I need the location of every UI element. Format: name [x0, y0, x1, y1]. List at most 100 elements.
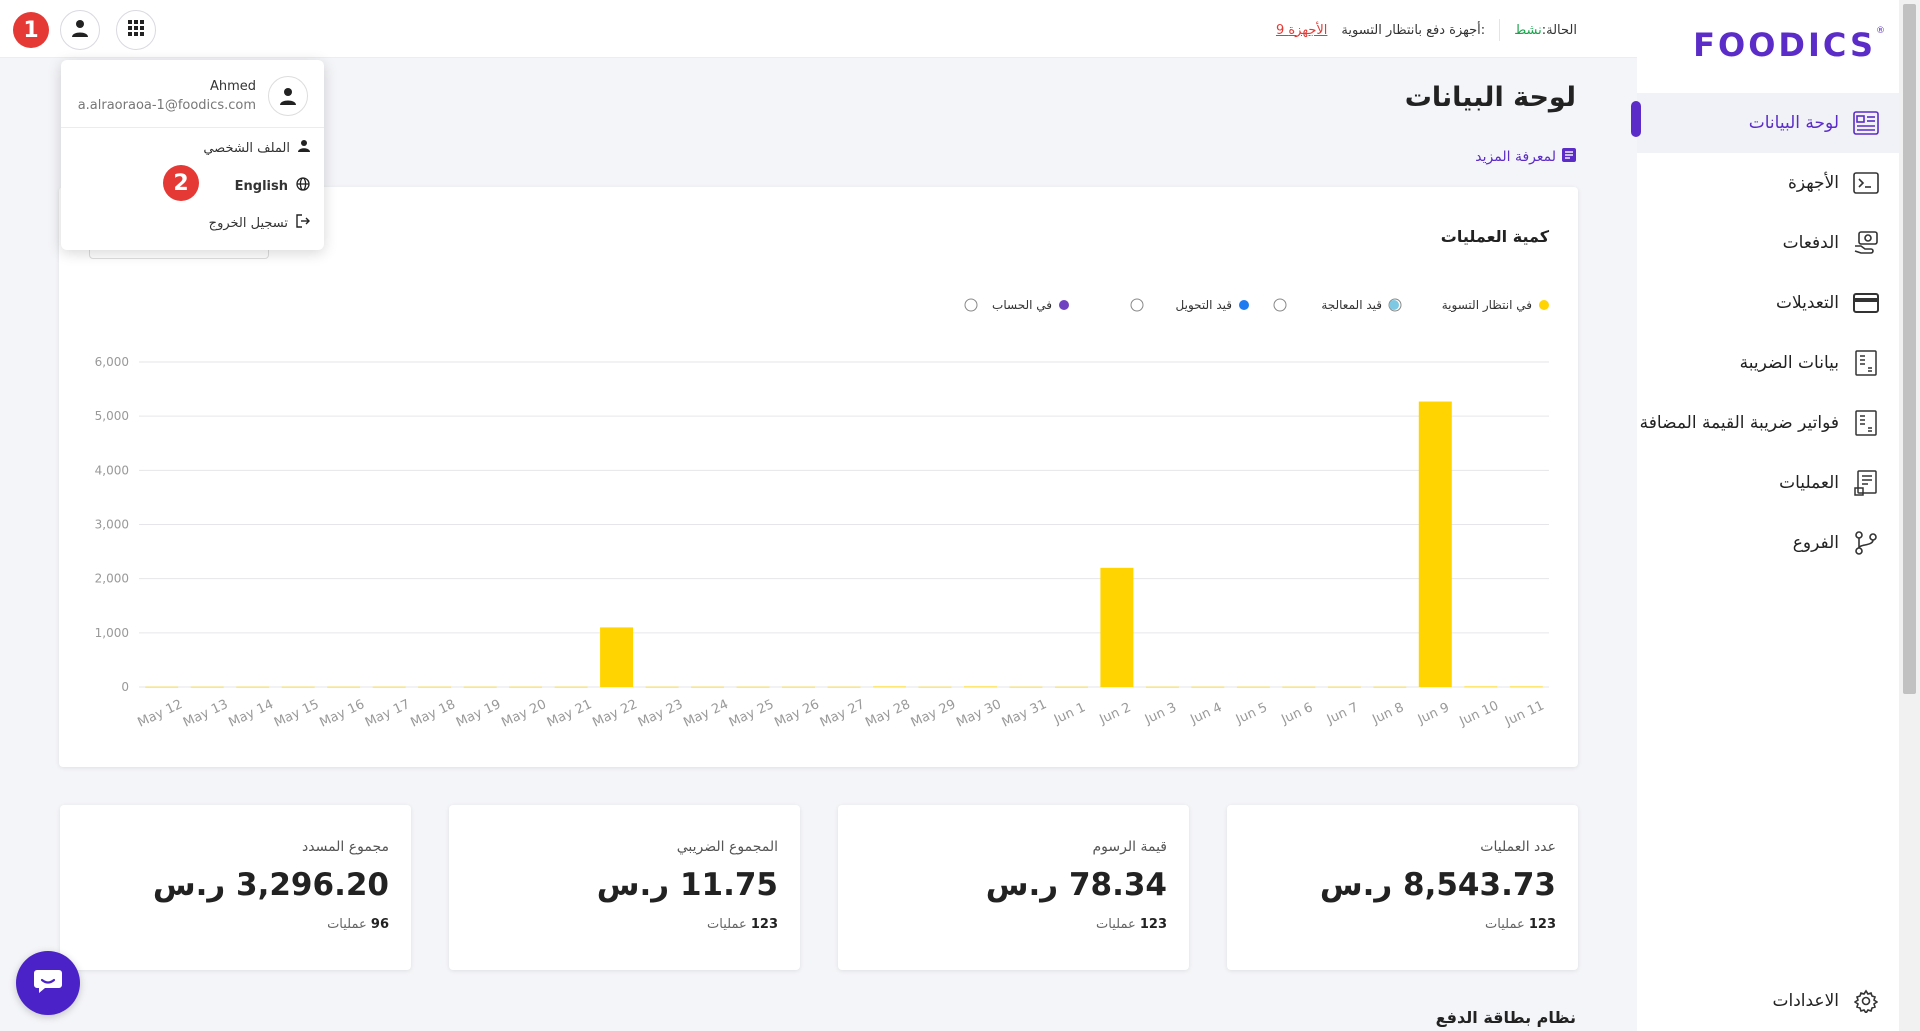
dropdown-user-info: Ahmed a.alraoraoa-1@foodics.com — [78, 76, 308, 116]
legend-label: قيد المعالجة — [1321, 298, 1382, 312]
y-tick-label: 1,000 — [95, 626, 129, 640]
sidebar-item-label: الدفعات — [1782, 233, 1839, 253]
stat-count-number: 123 — [1139, 917, 1167, 932]
chart-bar — [372, 686, 406, 688]
chart-bar — [963, 686, 997, 688]
foodics-logo[interactable]: FOODICS® — [1693, 26, 1885, 64]
chart-bar — [145, 686, 179, 688]
chart-bar — [1282, 686, 1316, 688]
chart-bar — [554, 686, 588, 688]
menu-item-label: تسجيل الخروج — [208, 215, 288, 231]
divider — [61, 127, 324, 128]
x-tick-label: Jun 1 — [1051, 700, 1088, 728]
chat-support-button[interactable] — [16, 951, 80, 1015]
sidebar-item-dashboard[interactable]: لوحة البيانات — [1631, 93, 1899, 153]
chart-bar — [327, 686, 361, 688]
pending-devices-link[interactable]: 9 الأجهزة — [1275, 22, 1328, 38]
info-icon — [964, 298, 978, 312]
terminal-icon — [1853, 170, 1879, 196]
topbar: الحالة:نشط أجهزة دفع بانتظار التسوية: 9 … — [0, 0, 1637, 58]
x-tick-label: May 28 — [863, 697, 912, 731]
status-area: الحالة:نشط أجهزة دفع بانتظار التسوية: 9 … — [1276, 19, 1577, 41]
chart-bar — [918, 686, 952, 688]
section-title: نظام بطاقة الدفع — [1435, 1008, 1576, 1027]
sidebar-settings: الاعدادات — [1637, 971, 1899, 1031]
sidebar-item-transactions[interactable]: العمليات — [1637, 453, 1899, 513]
sidebar-item-vat-invoices[interactable]: فواتير ضريبة القيمة المضافة — [1637, 393, 1899, 453]
operations-chart-card: كمية العمليات 0 1,000 2,000 3,000 4,000 5,000… — [59, 187, 1578, 767]
sidebar-item-label: بيانات الضريبة — [1739, 353, 1839, 373]
stat-count: 123 عمليات — [1485, 917, 1556, 932]
person-icon — [298, 140, 310, 156]
chart-bar — [418, 686, 452, 688]
chart-bar — [1464, 686, 1498, 688]
sidebar-item-settings[interactable]: الاعدادات — [1637, 971, 1899, 1031]
avatar — [268, 76, 308, 116]
branches-icon — [1853, 530, 1879, 556]
sidebar-item-adjustments[interactable]: التعديلات — [1637, 273, 1899, 333]
learn-more-link[interactable]: لمعرفة المزيد — [1475, 148, 1576, 166]
x-tick-label: Jun 11 — [1502, 698, 1546, 729]
step-badge-2: 2 — [163, 165, 199, 201]
sidebar-item-label: لوحة البيانات — [1748, 113, 1839, 133]
chart-bar — [1054, 686, 1088, 688]
chart-bar — [463, 686, 497, 688]
chart-bar — [1100, 567, 1134, 687]
chart-bar — [1145, 686, 1179, 688]
x-tick-label: May 18 — [408, 697, 457, 731]
y-tick-label: 2,000 — [95, 572, 129, 586]
user-menu-button[interactable] — [60, 10, 100, 50]
scrollbar-thumb[interactable] — [1903, 4, 1916, 694]
chart-bar — [1327, 686, 1361, 688]
chart-bar — [1009, 686, 1043, 688]
user-icon — [280, 88, 296, 105]
card-icon — [1853, 290, 1879, 316]
x-tick-label: May 23 — [636, 697, 685, 731]
sidebar-item-payments[interactable]: الدفعات — [1637, 213, 1899, 273]
stat-count: 123 عمليات — [1096, 917, 1167, 932]
sidebar-item-branches[interactable]: الفروع — [1637, 513, 1899, 573]
menu-item-profile[interactable]: الملف الشخصي — [203, 140, 310, 156]
x-tick-label: May 20 — [499, 697, 548, 731]
divider — [1499, 19, 1501, 41]
x-tick-label: May 29 — [909, 697, 958, 731]
stat-count-label: عمليات — [1096, 917, 1136, 932]
sidebar-item-tax-data[interactable]: بيانات الضريبة — [1637, 333, 1899, 393]
page-scrollbar[interactable] — [1899, 0, 1920, 1031]
sidebar-item-label: الأجهزة — [1787, 173, 1839, 193]
stat-count-label: عمليات — [707, 917, 747, 932]
stat-value: 3,296.20 ر.س — [152, 867, 389, 903]
sidebar-item-devices[interactable]: الأجهزة — [1637, 153, 1899, 213]
x-tick-label: Jun 10 — [1457, 698, 1501, 729]
sidebar: FOODICS® لوحة البيانات الأجهزة الدفعات ا… — [1631, 0, 1899, 1031]
stat-card-paid: مجموع المسدد 3,296.20 ر.س 96 عمليات — [60, 805, 411, 970]
x-tick-label: May 21 — [545, 697, 594, 731]
chart-bar — [1509, 686, 1543, 688]
menu-item-logout[interactable]: تسجيل الخروج — [209, 214, 310, 232]
stat-count-number: 123 — [750, 917, 778, 932]
chart-bar — [827, 686, 861, 688]
x-tick-label: Jun 8 — [1369, 700, 1406, 728]
chat-icon — [33, 968, 63, 998]
sidebar-nav: لوحة البيانات الأجهزة الدفعات التعديلات … — [1631, 93, 1899, 573]
stat-value: 11.75 ر.س — [596, 867, 778, 903]
sidebar-item-label: الفروع — [1792, 533, 1839, 553]
apps-button[interactable] — [116, 10, 156, 50]
x-tick-label: Jun 2 — [1097, 700, 1134, 728]
user-name: Ahmed — [209, 79, 256, 94]
sidebar-item-label: العمليات — [1779, 473, 1839, 493]
x-tick-label: May 14 — [227, 697, 276, 731]
status-text: الحالة:نشط — [1514, 23, 1577, 38]
chart-bar — [1418, 401, 1452, 687]
stat-count-number: 123 — [1528, 917, 1556, 932]
menu-item-language[interactable]: English — [235, 177, 310, 195]
stat-card-tax: المجموع الضريبي 11.75 ر.س 123 عمليات — [449, 805, 800, 970]
tax-doc-icon — [1853, 350, 1879, 376]
stat-count-label: عمليات — [327, 917, 367, 932]
x-tick-label: May 15 — [272, 697, 321, 731]
chart-bar — [600, 627, 634, 687]
x-tick-label: May 31 — [1000, 697, 1049, 731]
x-tick-label: Jun 7 — [1324, 700, 1361, 728]
legend-label: قيد التحويل — [1176, 298, 1232, 313]
